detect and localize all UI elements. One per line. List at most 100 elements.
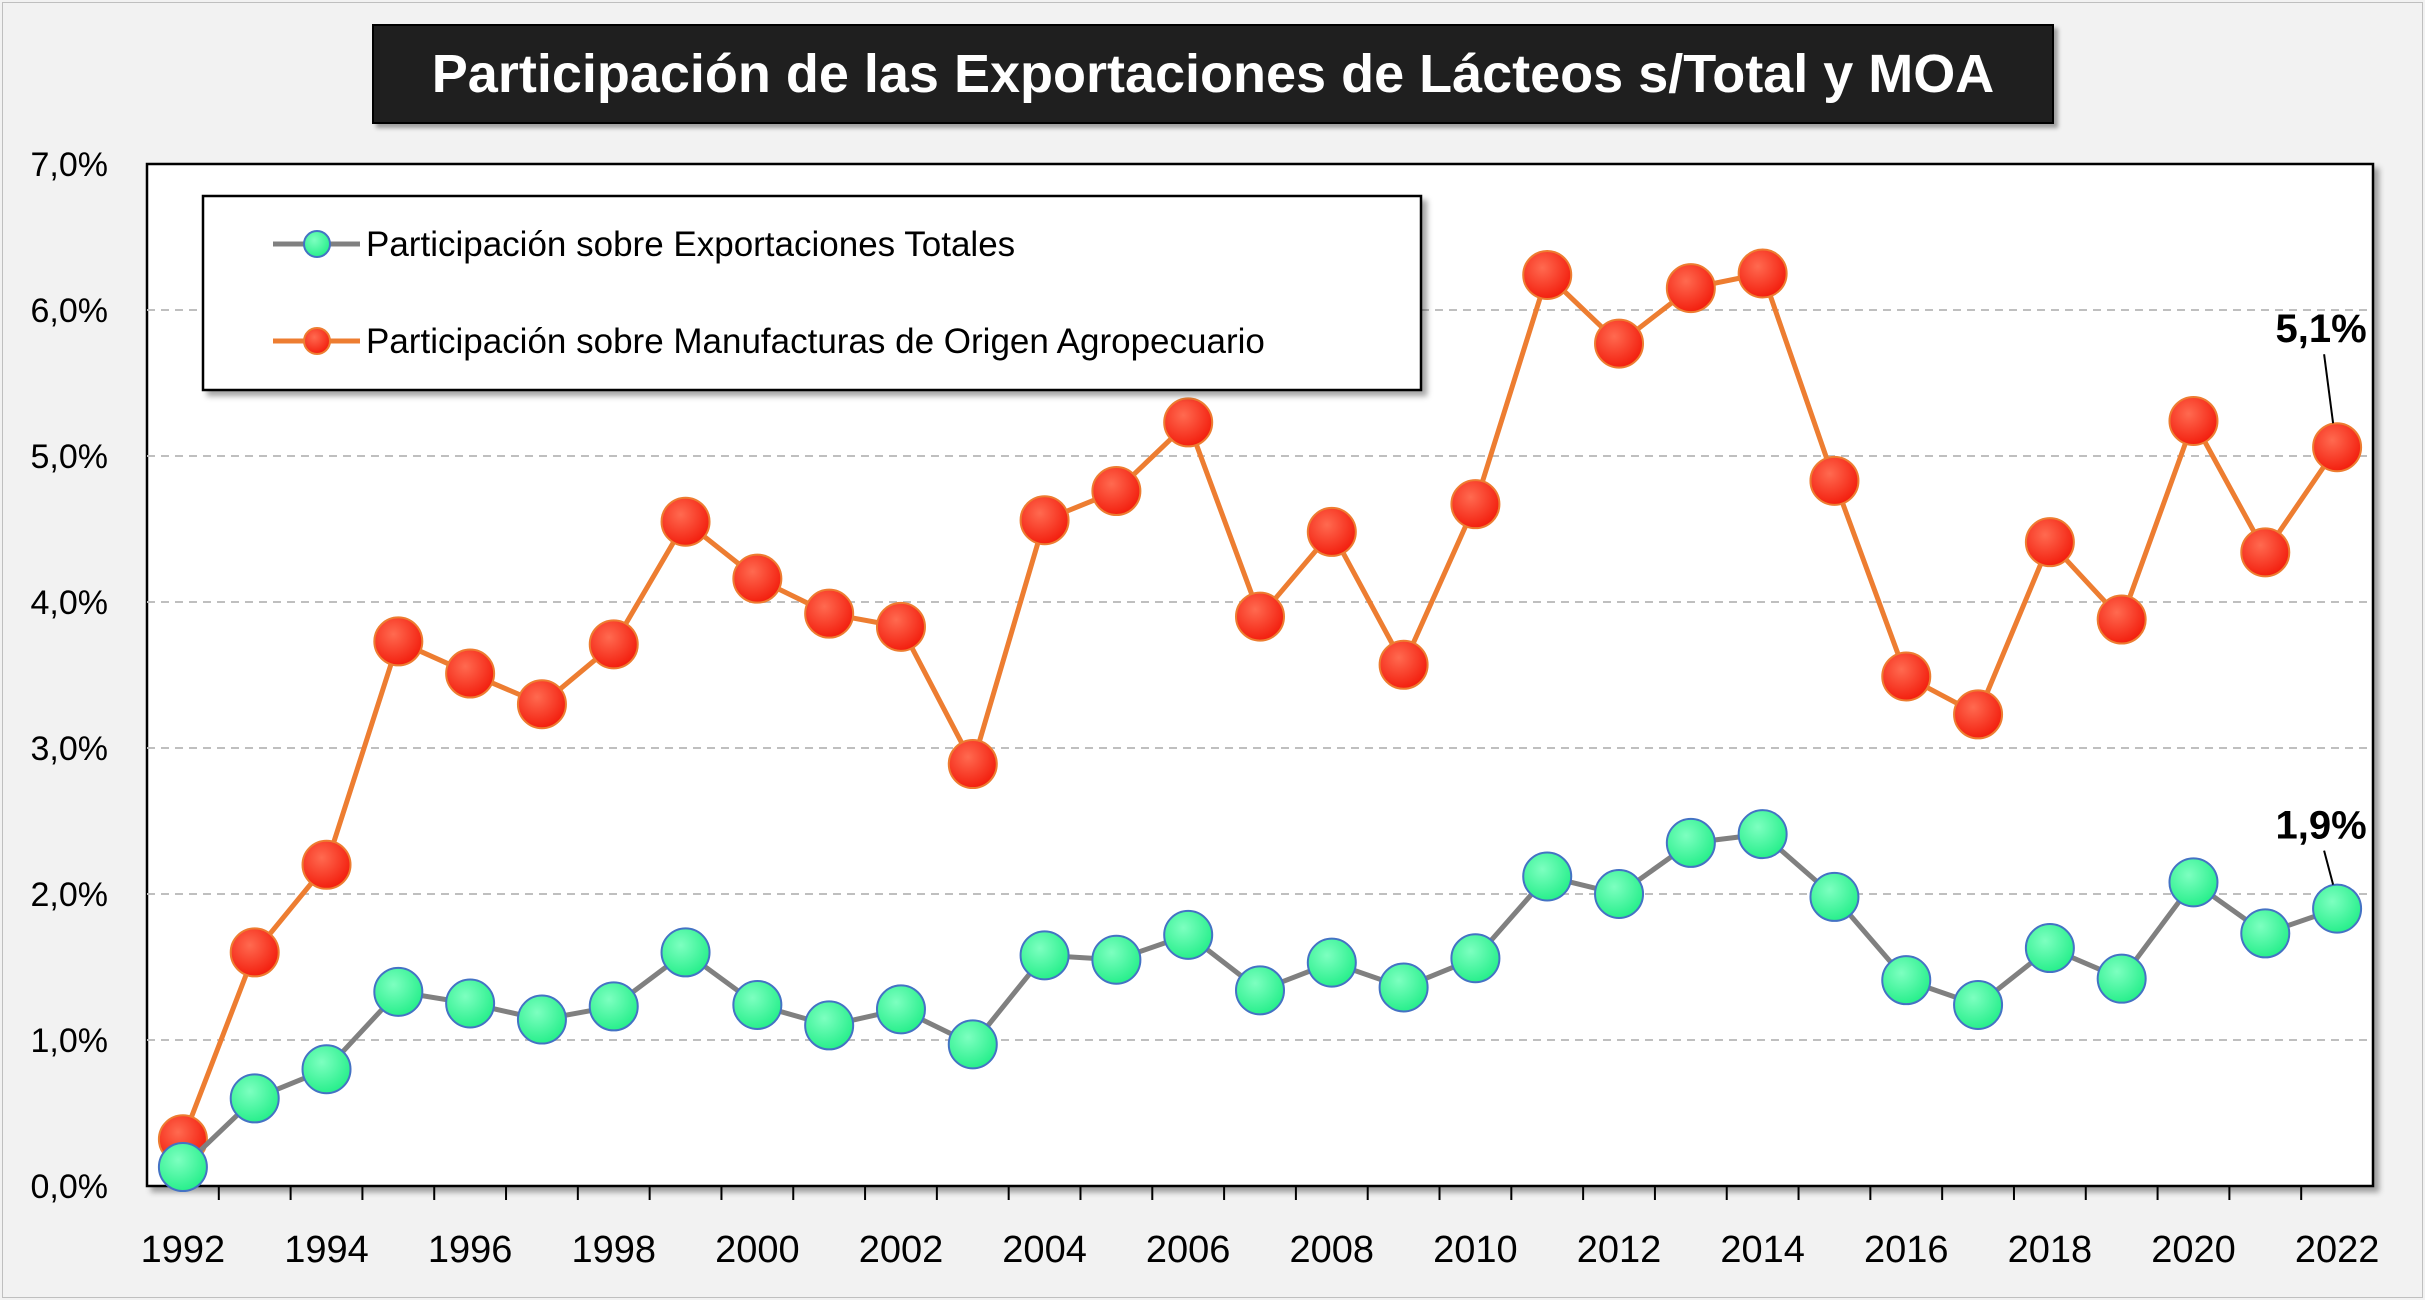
data-point — [229, 1073, 280, 1124]
y-tick-label: 3,0% — [31, 730, 109, 768]
data-point — [1019, 930, 1070, 981]
data-point — [588, 619, 639, 670]
legend-box — [201, 194, 1423, 392]
data-point — [732, 553, 783, 604]
data-point — [2312, 883, 2363, 934]
x-tick-label: 1996 — [428, 1229, 513, 1271]
data-point — [301, 839, 352, 890]
data-point — [1809, 871, 1860, 922]
callout-leader — [2323, 850, 2335, 885]
legend-label-total: Participación sobre Exportaciones Totale… — [366, 225, 1015, 264]
data-point — [875, 984, 926, 1035]
data-point — [2024, 517, 2075, 568]
annotations: 5,1% 1,9% — [2276, 307, 2367, 885]
data-point — [1809, 455, 1860, 506]
x-tick-label: 2006 — [1146, 1229, 1231, 1271]
data-point — [1306, 506, 1357, 557]
data-point — [516, 679, 567, 730]
x-tick-label: 2008 — [1290, 1229, 1375, 1271]
data-point — [1163, 909, 1214, 960]
y-tick-label: 7,0% — [31, 146, 109, 184]
x-tick-label: 2016 — [1864, 1229, 1949, 1271]
data-point — [1235, 591, 1285, 642]
data-point — [373, 966, 424, 1017]
data-point — [1450, 479, 1501, 530]
x-tick-label: 1998 — [571, 1229, 656, 1271]
x-tick-label: 2000 — [715, 1229, 800, 1271]
data-point — [445, 978, 496, 1029]
data-point — [1665, 263, 1716, 314]
data-point — [1881, 651, 1932, 702]
legend: Participación sobre Exportaciones Totale… — [201, 194, 1423, 392]
x-tick-label: 1994 — [284, 1229, 369, 1271]
data-point — [1235, 965, 1285, 1016]
data-point — [1665, 817, 1716, 868]
data-point — [2312, 422, 2363, 473]
x-tick-label: 2010 — [1433, 1229, 1518, 1271]
data-point — [1522, 249, 1573, 300]
data-point — [2168, 395, 2219, 446]
callout-label: 1,9% — [2276, 804, 2367, 848]
data-point — [373, 616, 424, 667]
x-tick-label: 2020 — [2151, 1229, 2236, 1271]
chart-title-box: Participación de las Exportaciones de Lá… — [372, 24, 2054, 124]
x-tick-label: 2018 — [2008, 1229, 2093, 1271]
data-point — [732, 979, 783, 1030]
y-tick-label: 2,0% — [31, 876, 109, 914]
data-point — [1091, 934, 1142, 985]
data-point — [1737, 248, 1788, 299]
y-tick-label: 4,0% — [31, 584, 109, 622]
x-tick-label: 2002 — [859, 1229, 944, 1271]
data-point — [1306, 937, 1357, 988]
data-point — [1737, 809, 1788, 860]
x-tick-label: 2022 — [2295, 1229, 2380, 1271]
y-tick-label: 0,0% — [31, 1168, 109, 1206]
data-point — [947, 739, 998, 790]
y-tick-label: 1,0% — [31, 1022, 109, 1060]
callout-leader — [2323, 354, 2335, 424]
data-point — [804, 1000, 855, 1051]
x-axis: 1992 1994 1996 1998 2000 2002 2004 2006 2008 2010… — [141, 1186, 2380, 1271]
data-point — [1019, 495, 1070, 546]
data-point — [2240, 527, 2291, 578]
y-tick-label: 5,0% — [31, 438, 109, 476]
x-tick-label: 2014 — [1720, 1229, 1805, 1271]
data-point — [2096, 953, 2147, 1004]
data-point — [875, 601, 926, 652]
data-point — [1378, 962, 1429, 1013]
data-point — [445, 648, 496, 699]
x-tick-label: 2004 — [1002, 1229, 1087, 1271]
data-point — [660, 927, 711, 978]
x-tick-label: 2012 — [1577, 1229, 1662, 1271]
data-point — [1522, 851, 1573, 902]
legend-marker-total — [303, 230, 331, 258]
data-point — [660, 496, 711, 547]
data-point — [947, 1019, 998, 1070]
y-tick-label: 6,0% — [31, 292, 109, 330]
data-point — [1881, 955, 1932, 1006]
chart-title: Participación de las Exportaciones de Lá… — [431, 44, 1995, 104]
data-point — [1594, 869, 1645, 919]
data-point — [588, 981, 639, 1032]
data-point — [301, 1044, 352, 1095]
data-point — [1953, 689, 2004, 740]
data-point — [1163, 397, 1214, 448]
data-point — [2024, 923, 2075, 974]
data-point — [1953, 979, 2004, 1030]
legend-label-moa: Participación sobre Manufacturas de Orig… — [366, 322, 1265, 361]
data-point — [804, 588, 855, 639]
y-axis: 0,0% 1,0% 2,0% 3,0% 4,0% 5,0% 6,0% 7,0% — [31, 146, 109, 1206]
data-point — [2168, 857, 2219, 908]
data-point — [229, 927, 280, 978]
x-tick-label: 1992 — [141, 1229, 226, 1271]
data-point — [1091, 466, 1142, 517]
callout-label: 5,1% — [2276, 307, 2367, 351]
data-point — [2096, 594, 2147, 645]
data-point — [1594, 318, 1645, 369]
data-point — [157, 1142, 208, 1193]
data-point — [1378, 639, 1429, 690]
series-layer — [157, 248, 2363, 1193]
data-point — [1450, 933, 1501, 984]
legend-marker-moa — [303, 327, 331, 355]
